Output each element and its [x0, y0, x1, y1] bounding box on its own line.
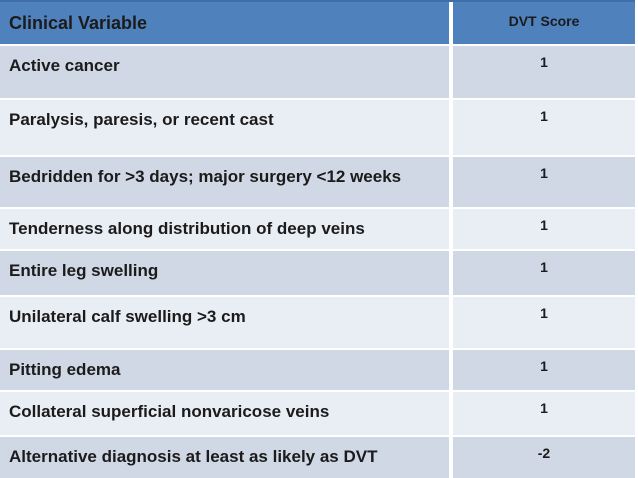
table-row: Paralysis, paresis, or recent cast 1 — [0, 100, 635, 155]
clinical-variable-cell: Unilateral calf swelling >3 cm — [0, 297, 449, 348]
table-row: Entire leg swelling 1 — [0, 251, 635, 295]
dvt-score-cell: 1 — [453, 100, 635, 155]
table-row: Active cancer 1 — [0, 46, 635, 98]
clinical-variable-cell: Paralysis, paresis, or recent cast — [0, 100, 449, 155]
table-row: Bedridden for >3 days; major surgery <12… — [0, 157, 635, 207]
clinical-variable-cell: Alternative diagnosis at least as likely… — [0, 437, 449, 478]
clinical-variable-cell: Active cancer — [0, 46, 449, 98]
table-row: Collateral superficial nonvaricose veins… — [0, 392, 635, 435]
dvt-score-cell: 1 — [453, 46, 635, 98]
clinical-variable-cell: Entire leg swelling — [0, 251, 449, 295]
table-row: Tenderness along distribution of deep ve… — [0, 209, 635, 249]
header-dvt-score: DVT Score — [453, 2, 635, 44]
dvt-score-cell: 1 — [453, 392, 635, 435]
table-row: Pitting edema 1 — [0, 350, 635, 390]
table-row: Alternative diagnosis at least as likely… — [0, 437, 635, 478]
table-header-row: Clinical Variable DVT Score — [0, 2, 635, 44]
clinical-variable-cell: Bedridden for >3 days; major surgery <12… — [0, 157, 449, 207]
table-row: Unilateral calf swelling >3 cm 1 — [0, 297, 635, 348]
dvt-score-cell: 1 — [453, 350, 635, 390]
clinical-variable-cell: Pitting edema — [0, 350, 449, 390]
dvt-score-cell: 1 — [453, 297, 635, 348]
dvt-score-cell: -2 — [453, 437, 635, 478]
clinical-variable-cell: Tenderness along distribution of deep ve… — [0, 209, 449, 249]
table-body: Active cancer 1 Paralysis, paresis, or r… — [0, 46, 635, 478]
dvt-score-cell: 1 — [453, 251, 635, 295]
clinical-variable-cell: Collateral superficial nonvaricose veins — [0, 392, 449, 435]
dvt-score-cell: 1 — [453, 157, 635, 207]
dvt-score-cell: 1 — [453, 209, 635, 249]
header-clinical-variable: Clinical Variable — [0, 2, 449, 44]
